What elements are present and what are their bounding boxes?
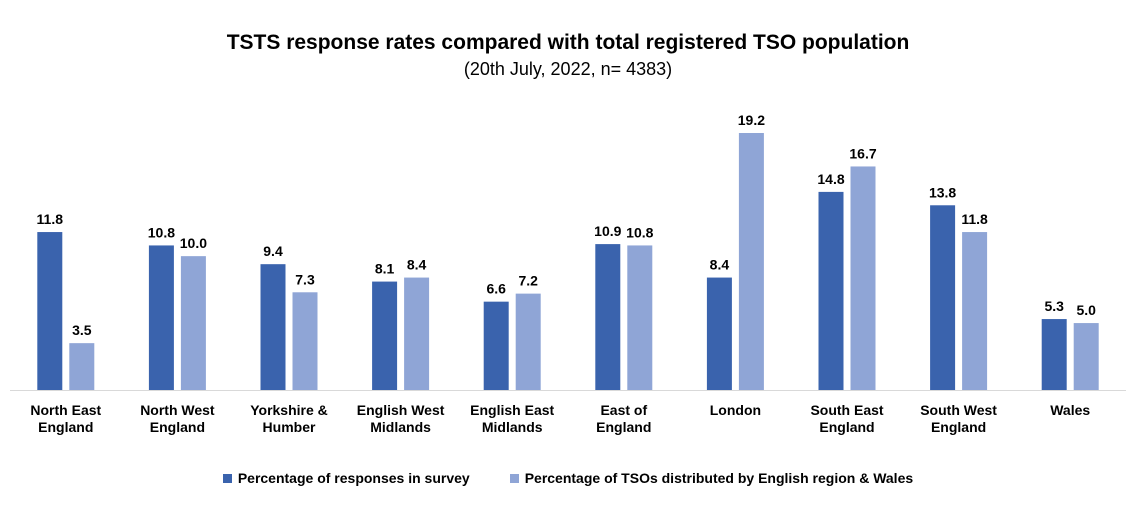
x-tick-label-cat8-line1: South East <box>810 402 883 418</box>
bar-series2-cat2 <box>180 256 206 390</box>
bar-series1-cat4 <box>372 281 398 390</box>
legend-label-responses: Percentage of responses in survey <box>237 470 470 486</box>
bar-series1-cat6 <box>595 244 621 390</box>
bar-series1-cat2 <box>148 245 174 390</box>
bar-series2-cat9 <box>962 232 988 390</box>
data-label-series1-cat6: 10.9 <box>594 223 621 239</box>
x-tick-label-cat3-line2: Humber <box>263 419 316 435</box>
x-tick-label-cat4-line1: English West <box>357 402 445 418</box>
data-label-series1-cat1: 11.8 <box>37 211 64 227</box>
data-label-series2-cat8: 16.7 <box>849 145 876 161</box>
data-label-series2-cat7: 19.2 <box>738 112 765 128</box>
bar-series2-cat3 <box>292 292 318 390</box>
data-label-series1-cat4: 8.1 <box>375 261 395 277</box>
x-tick-label-cat4-line2: Midlands <box>370 419 431 435</box>
x-tick-label-cat2-line2: England <box>150 419 205 435</box>
x-tick-label-cat9-line1: South West <box>920 402 997 418</box>
bar-series2-cat10 <box>1073 323 1099 390</box>
data-label-series2-cat6: 10.8 <box>626 224 653 240</box>
bar-series1-cat9 <box>930 205 956 390</box>
x-tick-label-cat10-line1: Wales <box>1050 402 1090 418</box>
data-label-series1-cat3: 9.4 <box>263 243 283 259</box>
data-label-series2-cat9: 11.8 <box>961 211 988 227</box>
legend-swatch-tsos <box>509 473 519 483</box>
data-label-series1-cat10: 5.3 <box>1044 298 1064 314</box>
x-tick-label-cat5-line2: Midlands <box>482 419 543 435</box>
bar-series1-cat1 <box>37 232 63 390</box>
bar-series2-cat8 <box>850 166 876 390</box>
data-label-series1-cat7: 8.4 <box>710 257 730 273</box>
legend-item-tsos: Percentage of TSOs distributed by Englis… <box>509 470 914 486</box>
x-tick-label-cat8-line2: England <box>819 419 874 435</box>
data-label-series2-cat4: 8.4 <box>407 257 427 273</box>
x-tick-label-cat6-line1: East of <box>600 402 647 418</box>
chart-title: TSTS response rates compared with total … <box>226 31 910 54</box>
data-label-series1-cat5: 6.6 <box>486 281 506 297</box>
bar-series2-cat4 <box>404 277 430 390</box>
bar-series1-cat3 <box>260 264 286 390</box>
x-tick-label-cat3-line1: Yorkshire & <box>250 402 328 418</box>
x-tick-label-cat5-line1: English East <box>470 402 554 418</box>
bar-series2-cat1 <box>69 343 95 390</box>
legend: Percentage of responses in survey Percen… <box>0 470 1136 486</box>
bar-series1-cat10 <box>1041 319 1067 390</box>
bar-series1-cat5 <box>483 301 509 390</box>
x-tick-label-cat2-line1: North West <box>140 402 215 418</box>
x-tick-label-cat9-line2: England <box>931 419 986 435</box>
chart-subtitle: (20th July, 2022, n= 4383) <box>463 59 673 79</box>
bar-series1-cat7 <box>706 277 732 390</box>
legend-label-tsos: Percentage of TSOs distributed by Englis… <box>524 470 914 486</box>
data-label-series2-cat3: 7.3 <box>295 271 315 287</box>
data-label-series2-cat2: 10.0 <box>180 235 207 251</box>
x-tick-label-cat1-line2: England <box>38 419 93 435</box>
data-label-series2-cat5: 7.2 <box>518 273 538 289</box>
legend-item-responses: Percentage of responses in survey <box>222 470 470 486</box>
bar-series1-cat8 <box>818 191 844 390</box>
bar-series2-cat7 <box>738 133 764 390</box>
x-tick-label-cat6-line2: England <box>596 419 651 435</box>
data-label-series1-cat2: 10.8 <box>148 224 175 240</box>
x-tick-label-cat1-line1: North East <box>30 402 101 418</box>
data-label-series2-cat1: 3.5 <box>72 322 92 338</box>
x-tick-label-cat7-line1: London <box>710 402 761 418</box>
data-label-series1-cat9: 13.8 <box>929 184 956 200</box>
data-label-series1-cat8: 14.8 <box>817 171 844 187</box>
legend-swatch-responses <box>222 473 232 483</box>
bar-series2-cat5 <box>515 293 541 390</box>
bar-series2-cat6 <box>627 245 653 390</box>
data-label-series2-cat10: 5.0 <box>1076 302 1096 318</box>
